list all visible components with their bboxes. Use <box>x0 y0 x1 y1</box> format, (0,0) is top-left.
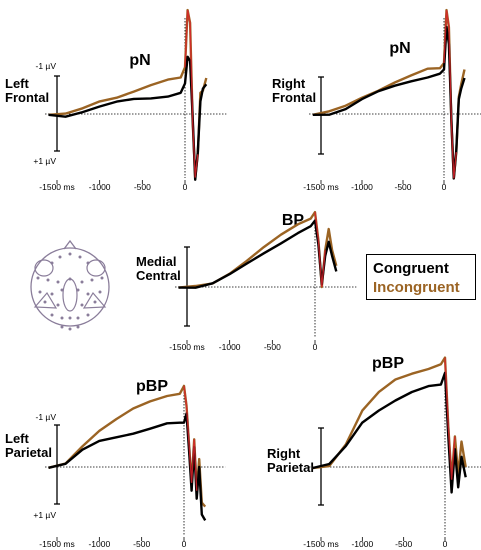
electrode-dot <box>50 292 54 296</box>
scale-top-label: -1 µV <box>36 412 57 422</box>
electrode-dot <box>68 252 72 256</box>
series-line-congruent <box>178 219 338 289</box>
series-peak-highlight <box>444 357 456 480</box>
x-tick-label: -500 <box>264 342 281 352</box>
electrode-dot <box>50 313 54 317</box>
region-label-line-1: Right <box>267 446 301 461</box>
electrode-dot <box>98 290 102 294</box>
x-tick-label: -500 <box>134 182 151 192</box>
series-line-congruent <box>48 55 208 181</box>
series-line-incongruent <box>312 8 466 180</box>
electrode-dot <box>43 300 47 304</box>
x-tick-label: -1500 ms <box>39 182 74 192</box>
series-line-congruent <box>312 25 466 180</box>
region-label-line-2: Parietal <box>5 445 52 460</box>
electrode-dot <box>86 313 90 317</box>
series-line-incongruent <box>48 384 207 508</box>
electrode-dot <box>90 278 94 282</box>
electrode-dot <box>50 261 54 265</box>
component-label: pBP <box>372 355 404 372</box>
x-tick-label: -500 <box>395 539 412 549</box>
x-tick-label: -1500 ms <box>303 182 338 192</box>
electrode-dot <box>38 290 42 294</box>
x-tick-label: -1000 <box>219 342 241 352</box>
region-label-line-1: Right <box>272 76 306 91</box>
electrode-map-icon <box>30 239 110 331</box>
electrode-dot <box>76 325 80 329</box>
electrode-dot <box>60 325 64 329</box>
region-label-line-2: Central <box>136 268 181 283</box>
legend-incongruent: Incongruent <box>373 279 460 296</box>
scale-bottom-label: +1 µV <box>33 156 56 166</box>
electrode-dot <box>36 276 40 280</box>
series-peak-highlight <box>443 10 457 179</box>
electrode-dot <box>56 280 60 284</box>
region-label-line-1: Medial <box>136 254 176 269</box>
region-label-line-2: Frontal <box>272 90 316 105</box>
series-line-incongruent <box>48 8 208 179</box>
electrode-dot <box>68 316 72 320</box>
electrode-dot <box>60 288 64 292</box>
electrode-dot <box>76 316 80 320</box>
series-peak-highlight <box>183 385 198 491</box>
region-label-line-1: Left <box>5 76 30 91</box>
x-tick-label: -1500 ms <box>39 539 74 549</box>
x-tick-label: -1000 <box>351 182 373 192</box>
electrode-dot <box>86 292 90 296</box>
x-tick-label: 0 <box>182 539 187 549</box>
legend-congruent: Congruent <box>373 260 449 277</box>
x-tick-label: -1000 <box>88 539 110 549</box>
x-tick-label: -1000 <box>351 539 373 549</box>
x-tick-label: 0 <box>183 182 188 192</box>
scale-bottom-label: +1 µV <box>33 510 56 520</box>
electrode-dot <box>68 277 72 281</box>
component-label: pN <box>389 40 410 57</box>
series-peak-highlight <box>184 9 199 178</box>
x-tick-label: -1000 <box>89 182 111 192</box>
x-tick-label: 0 <box>443 539 448 549</box>
panel-left-parietal: -1 µV +1 µV -1500 ms -1000 -500 0 LeftParietal… <box>5 378 226 549</box>
x-tick-label: -1500 ms <box>303 539 338 549</box>
x-tick-label: 0 <box>313 342 318 352</box>
scale-top-label: -1 µV <box>36 61 57 71</box>
region-label-line-1: Left <box>5 431 30 446</box>
x-tick-label: -500 <box>394 182 411 192</box>
electrode-dot <box>60 316 64 320</box>
component-label: pN <box>129 52 150 69</box>
electrode-dot <box>58 255 62 259</box>
electrode-dot <box>56 303 60 307</box>
x-tick-label: -1500 ms <box>169 342 204 352</box>
component-label: pBP <box>136 378 168 395</box>
electrode-dot <box>46 278 50 282</box>
x-tick-label: -500 <box>133 539 150 549</box>
region-label-line-2: Frontal <box>5 90 49 105</box>
electrode-dot <box>100 276 104 280</box>
electrode-dot <box>80 303 84 307</box>
electrode-dot <box>76 288 80 292</box>
x-tick-label: 0 <box>442 182 447 192</box>
electrode-dot <box>78 255 82 259</box>
legend: Congruent Incongruent <box>366 254 476 300</box>
electrode-dot <box>80 280 84 284</box>
electrode-dot <box>86 261 90 265</box>
region-label-line-2: Parietal <box>267 460 314 475</box>
series-peak-highlight <box>314 212 326 288</box>
electrode-dot <box>68 327 72 331</box>
electrode-dot <box>93 300 97 304</box>
series-line-congruent <box>48 412 207 521</box>
series-line-congruent <box>312 371 467 494</box>
